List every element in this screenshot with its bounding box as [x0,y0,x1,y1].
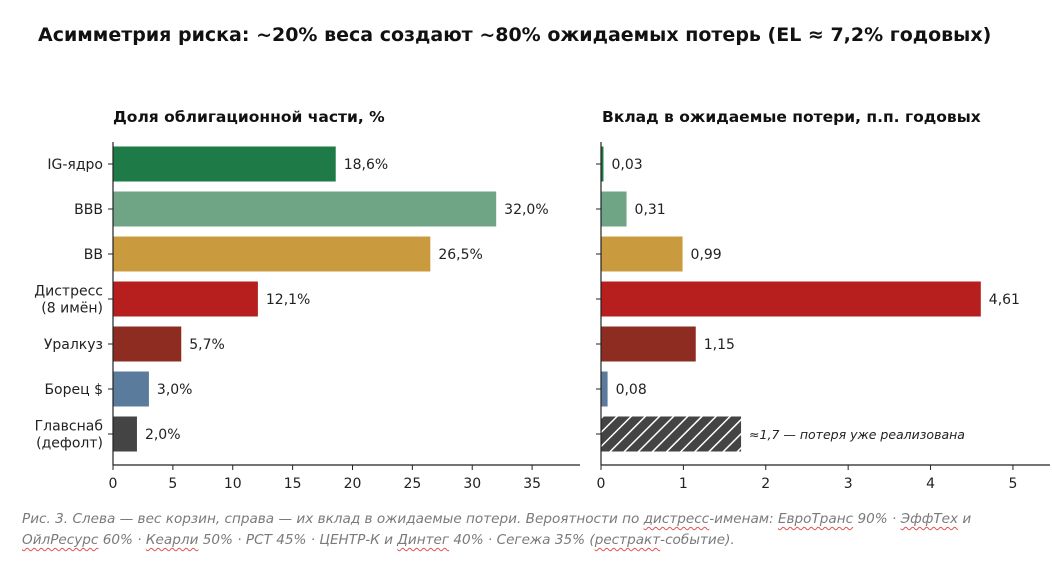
weight-value-label: 18,6% [344,157,388,173]
x-tick-label: 20 [344,476,362,492]
page-title: Асимметрия риска: ~20% веса создают ~80%… [38,24,992,46]
loss-value-label: 1,15 [704,337,735,353]
loss-value-label: 0,99 [691,247,722,263]
right-chart-title: Вклад в ожидаемые потери, п.п. годовых [602,108,981,126]
loss-bar [601,236,683,272]
weight-bar [113,371,149,407]
x-tick-label: 4 [926,476,935,492]
weight-bar [113,281,258,317]
caption-text: 50% · РСТ 45% · ЦЕНТР-К и [198,532,398,548]
category-label: IG-ядро [47,157,103,173]
caption-text: 60% · [98,532,146,548]
weight-bar [113,191,497,227]
category-label: Главснаб (дефолт) [35,419,103,452]
weight-value-label: 26,5% [438,247,482,263]
x-tick-label: 1 [679,476,688,492]
category-label: Борец $ [44,382,103,398]
caption-text: Рис. 3. Слева — вес корзин, справа — их … [22,511,644,527]
x-tick-label: 2 [761,476,770,492]
category-label: BB [84,247,103,263]
x-tick-label: 0 [597,476,606,492]
spellcheck-word: Кеарли [145,532,199,548]
loss-bar [601,371,608,407]
x-tick-label: 15 [284,476,302,492]
left-chart-title: Доля облигационной части, % [113,108,385,126]
spellcheck-word: ОйлРесурс [22,532,99,548]
spellcheck-word: дистресс [643,511,710,527]
weight-value-label: 2,0% [145,427,181,443]
weight-bar [113,326,182,362]
figure-caption: Рис. 3. Слева — вес корзин, справа — их … [22,509,1032,551]
weight-value-label: 12,1% [266,292,310,308]
category-label: Уралкуз [44,337,103,353]
loss-value-label: 4,61 [989,292,1020,308]
weight-value-label: 5,7% [189,337,225,353]
x-tick-label: 30 [463,476,481,492]
weight-value-label: 3,0% [157,382,193,398]
x-tick-label: 25 [403,476,421,492]
x-tick-label: 35 [523,476,541,492]
loss-bar [601,416,742,452]
spellcheck-word: ЭффТех [900,511,959,527]
weight-bar [113,236,431,272]
spellcheck-word: ЕвроТранс [777,511,854,527]
loss-bar [601,146,604,182]
loss-bar [601,326,696,362]
caption-text: 40% · Сегежа 35% ( [449,532,595,548]
spellcheck-word: рестракт [594,532,661,548]
spellcheck-word: Динтег [397,532,450,548]
x-tick-label: 5 [1008,476,1017,492]
x-tick-label: 5 [168,476,177,492]
category-label: Дистресс (8 имён) [34,284,103,317]
weight-bar [113,416,137,452]
left-panel-weights: Доля облигационной части, % 18,6% 32,0% 26,… [34,108,580,492]
x-tick-label: 10 [224,476,242,492]
weight-value-label: 32,0% [504,202,548,218]
caption-text: и [958,511,972,527]
loss-value-label: 0,08 [616,382,647,398]
loss-value-label: 0,03 [611,157,642,173]
loss-value-label: ≈1,7 — потеря уже реализована [749,427,965,442]
loss-value-label: 0,31 [635,202,666,218]
x-tick-label: 0 [109,476,118,492]
x-tick-label: 3 [844,476,853,492]
weight-bar [113,146,336,182]
loss-bar [601,191,627,227]
right-panel-expected-loss: Вклад в ожидаемые потери, п.п. годовых 0,… [596,108,1050,492]
category-label: BBB [74,202,103,218]
caption-text: 90% · [853,511,901,527]
caption-text: -событие). [660,532,735,548]
caption-text: -именам: [709,511,778,527]
loss-bar [601,281,981,317]
